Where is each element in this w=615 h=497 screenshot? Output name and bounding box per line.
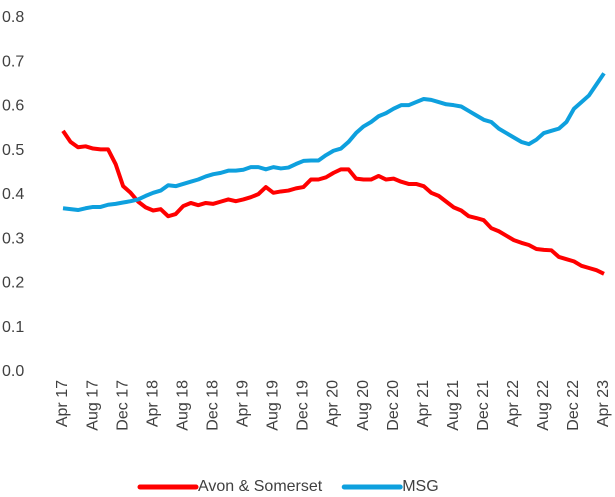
- y-tick-label: 0.0: [2, 363, 24, 380]
- x-tick-label: Aug 19: [265, 380, 282, 431]
- x-tick-label: Apr 17: [54, 380, 71, 427]
- x-tick-label: Apr 20: [325, 380, 342, 427]
- y-tick-label: 0.2: [2, 275, 24, 292]
- x-tick-label: Apr 23: [595, 380, 612, 427]
- y-tick-label: 0.1: [2, 319, 24, 336]
- x-tick-label: Aug 21: [445, 380, 462, 431]
- x-tick-label: Dec 19: [295, 380, 312, 431]
- line-series: [62, 72, 606, 213]
- x-tick-label: Aug 17: [84, 380, 101, 431]
- x-tick-label: Aug 18: [174, 380, 191, 431]
- y-tick-label: 0.8: [2, 9, 24, 26]
- legend-label: Avon & Somerset: [198, 478, 323, 495]
- x-tick-label: Apr 19: [235, 380, 252, 427]
- x-tick-label: Dec 20: [385, 380, 402, 431]
- x-tick-label: Aug 20: [355, 380, 372, 431]
- y-tick-label: 0.3: [2, 230, 24, 247]
- line-series: [61, 129, 605, 276]
- x-tick-label: Apr 18: [144, 380, 161, 427]
- x-tick-label: Dec 17: [114, 380, 131, 431]
- y-tick-label: 0.5: [2, 142, 24, 159]
- x-tick-label: Apr 22: [505, 380, 522, 427]
- y-tick-label: 0.4: [2, 186, 24, 203]
- x-tick-label: Dec 22: [565, 380, 582, 431]
- x-tick-label: Apr 21: [415, 380, 432, 427]
- legend-label: MSG: [402, 478, 438, 495]
- x-tick-label: Dec 21: [475, 380, 492, 431]
- y-tick-label: 0.6: [2, 98, 24, 115]
- x-tick-label: Dec 18: [204, 380, 221, 431]
- y-tick-label: 0.7: [2, 53, 24, 70]
- x-tick-label: Aug 22: [535, 380, 552, 431]
